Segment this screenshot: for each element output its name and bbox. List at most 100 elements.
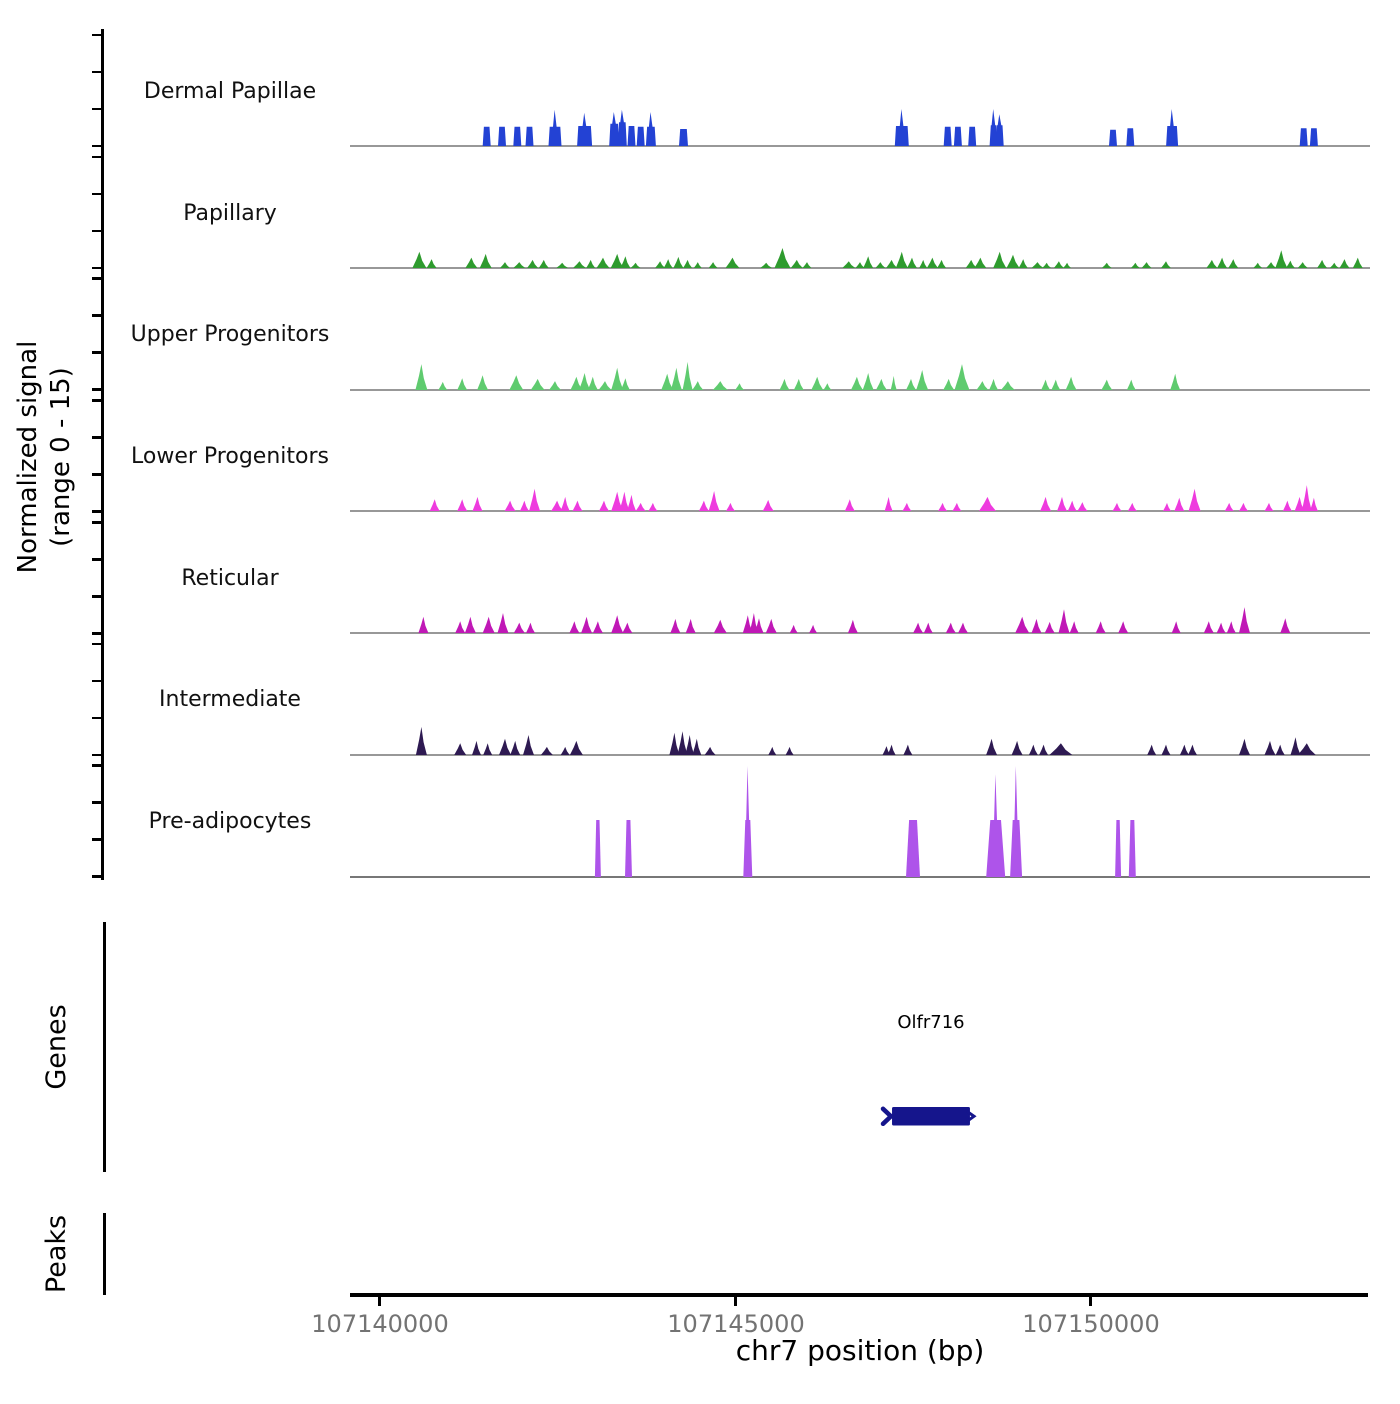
signal-peak <box>875 261 886 268</box>
signal-peak <box>1049 742 1073 755</box>
signal-track-pre-adipocytes <box>350 765 1370 878</box>
y-axis-tick <box>92 764 102 767</box>
signal-peak <box>1228 258 1239 268</box>
signal-peak <box>669 732 680 755</box>
signal-peak <box>913 622 924 634</box>
signal-peak <box>1264 740 1276 755</box>
signal-peak <box>890 375 897 390</box>
signal-peak <box>630 262 641 268</box>
signal-peak <box>655 261 666 268</box>
signal-peak <box>1057 497 1067 512</box>
signal-peak <box>989 109 998 146</box>
signal-peak <box>762 500 774 512</box>
y-axis-tick <box>92 33 102 37</box>
signal-peak <box>937 259 947 268</box>
signal-peak <box>610 253 624 268</box>
signal-peak <box>673 256 684 268</box>
y-axis-tick <box>92 875 102 878</box>
signal-peak <box>1275 744 1285 755</box>
signal-peak <box>611 615 624 634</box>
signal-track-lower-progenitors <box>350 485 1370 513</box>
y-axis-tick <box>92 351 102 354</box>
signal-peak <box>560 746 570 755</box>
signal-peak <box>1042 262 1052 268</box>
y-axis-tick <box>92 107 102 111</box>
signal-peak <box>1018 258 1028 268</box>
signal-peak <box>617 109 627 146</box>
signal-peak <box>903 744 913 755</box>
signal-peak <box>926 257 938 268</box>
signal-peak <box>986 738 998 755</box>
signal-peak <box>599 500 609 512</box>
signal-peak <box>1115 819 1122 877</box>
signal-peak <box>1297 261 1308 268</box>
x-axis-label: chr7 position (bp) <box>735 1334 985 1367</box>
signal-peak <box>1339 258 1350 268</box>
signal-peak <box>1266 261 1277 268</box>
signal-peak <box>525 126 534 146</box>
signal-peak <box>1297 742 1316 755</box>
signal-peak <box>1294 497 1305 512</box>
x-axis-tick-label: 107145000 <box>667 1310 805 1338</box>
signal-peak <box>663 258 673 268</box>
signal-peak <box>754 618 764 634</box>
signal-peak <box>823 382 832 390</box>
signal-peak <box>1290 736 1301 755</box>
signal-peak <box>594 819 601 877</box>
signal-peak <box>1147 744 1157 755</box>
track-label-pre-adipocytes: Pre-adipocytes <box>148 809 312 834</box>
signal-peak <box>560 497 570 512</box>
signal-peak <box>622 622 633 634</box>
signal-peak <box>902 503 912 512</box>
signal-peak <box>504 500 516 512</box>
signal-track-dermal-papillae <box>350 109 1370 147</box>
signal-peak <box>1309 128 1318 146</box>
signal-peak <box>1253 262 1263 268</box>
signal-peak <box>906 378 916 390</box>
signal-peak <box>708 261 718 268</box>
signal-peak <box>760 262 773 268</box>
signal-peak <box>712 380 728 390</box>
signal-peak <box>743 765 753 877</box>
signal-peak <box>1044 622 1055 634</box>
track-label-lower-progenitors: Lower Progenitors <box>131 444 329 469</box>
signal-peak <box>979 497 996 512</box>
signal-peak <box>1264 503 1274 512</box>
signal-peak <box>1031 619 1042 634</box>
signal-peak <box>418 616 429 634</box>
signal-peak <box>1109 129 1117 146</box>
signal-peak <box>887 744 896 755</box>
y-axis-tick <box>92 510 102 513</box>
signal-peak <box>683 259 693 268</box>
signal-peak <box>1040 497 1052 512</box>
gene-exon-box <box>892 1107 970 1126</box>
y-axis-tick <box>92 679 102 683</box>
signal-peak <box>1161 744 1171 755</box>
signal-peak <box>1028 744 1038 755</box>
signal-peak <box>1188 744 1197 755</box>
signal-peak <box>1280 618 1291 634</box>
signal-peak <box>477 374 489 390</box>
signal-peak <box>1171 621 1181 634</box>
signal-peak <box>1053 261 1064 268</box>
signal-peak <box>569 740 583 755</box>
y-axis-tick <box>92 632 102 635</box>
signal-peak <box>1067 500 1077 512</box>
signal-peak <box>1126 128 1135 146</box>
signal-y-axis-line <box>101 29 104 880</box>
signal-peak <box>1239 607 1250 634</box>
signal-peak <box>1163 503 1171 512</box>
signal-peak <box>789 625 798 634</box>
signal-peak <box>953 126 962 146</box>
signal-peak <box>749 613 759 634</box>
signal-peak <box>793 378 804 390</box>
signal-peak <box>577 112 593 146</box>
signal-peak <box>1006 254 1020 268</box>
signal-peak <box>625 819 632 877</box>
signal-peak <box>1329 262 1339 268</box>
signal-peak <box>526 622 535 634</box>
signal-peak <box>844 499 855 512</box>
signal-peak <box>1179 744 1189 755</box>
signal-peak <box>677 731 688 755</box>
gene-end-arrow-icon <box>966 1110 977 1123</box>
